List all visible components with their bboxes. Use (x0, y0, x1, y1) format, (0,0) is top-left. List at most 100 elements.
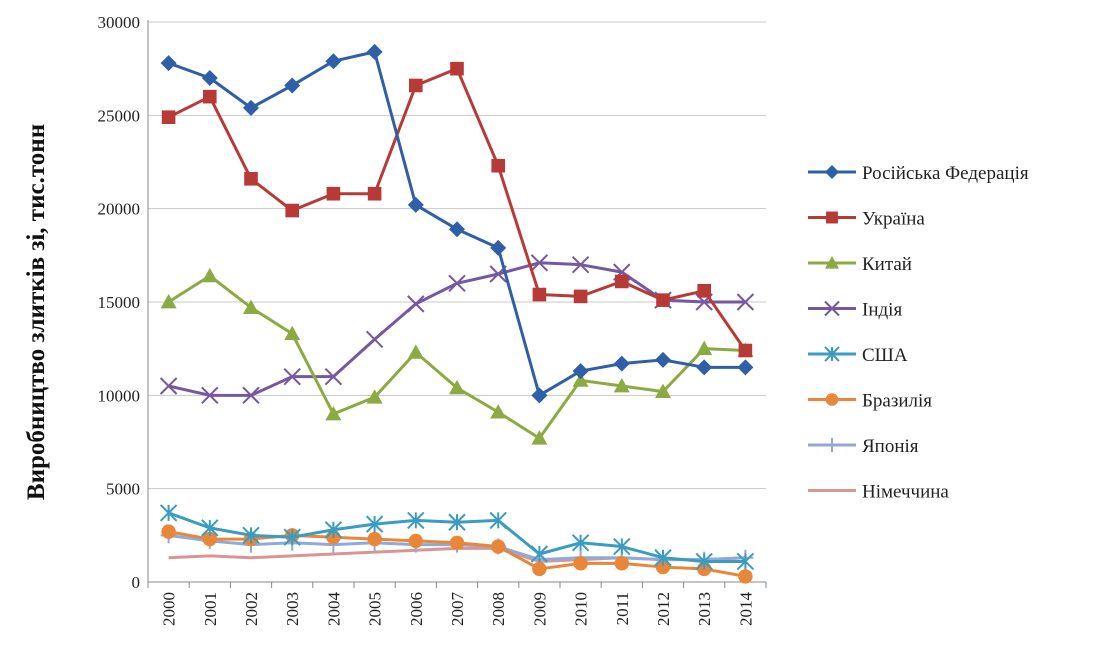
series-5 (161, 524, 753, 584)
x-tick-label: 2009 (530, 592, 549, 626)
data-point (408, 533, 423, 549)
data-point (407, 295, 425, 313)
x-tick-label: 2014 (736, 592, 755, 627)
data-point (284, 325, 301, 341)
data-point (530, 254, 549, 272)
data-point (244, 172, 258, 186)
data-point (490, 404, 507, 419)
data-point (201, 519, 219, 537)
data-point (203, 89, 217, 104)
data-point (201, 267, 218, 283)
legend-item: Бразилія (808, 391, 932, 412)
data-point (365, 515, 384, 533)
data-point (531, 387, 548, 404)
data-point (367, 531, 382, 547)
y-tick-label: 30000 (98, 13, 141, 32)
data-point (491, 158, 505, 173)
series-4 (159, 504, 755, 571)
x-tick-label: 2000 (160, 592, 179, 626)
data-point (491, 539, 506, 554)
data-point (243, 99, 259, 116)
legend-label: Китай (862, 254, 912, 275)
data-point (738, 569, 753, 584)
legend-marker (825, 393, 839, 406)
data-point (242, 386, 260, 405)
data-point (736, 552, 755, 571)
x-tick-label: 2008 (489, 592, 508, 626)
legend-label: США (862, 345, 908, 366)
y-tick-label: 5000 (106, 480, 140, 499)
data-point (366, 389, 383, 404)
data-point (489, 511, 507, 530)
data-point (531, 430, 548, 445)
data-point (654, 549, 672, 567)
data-point (573, 556, 588, 571)
series-1 (161, 61, 753, 358)
data-point (696, 340, 713, 356)
data-point (159, 504, 178, 522)
legend-item: Японія (808, 436, 919, 457)
x-tick-label: 2005 (366, 592, 385, 626)
x-tick-label: 2006 (407, 592, 426, 626)
data-point (697, 284, 711, 298)
data-point (696, 359, 713, 376)
data-point (613, 355, 630, 372)
grid (148, 21, 766, 490)
x-tick-label: 2001 (201, 592, 220, 626)
x-tick-label: 2004 (324, 592, 343, 627)
data-point (324, 367, 343, 386)
data-point (449, 221, 465, 238)
legend-label: Німеччина (862, 482, 949, 503)
legend-item: США (808, 345, 908, 366)
legend-label: Російська Федерація (862, 163, 1029, 184)
data-point (449, 535, 465, 550)
data-point (656, 293, 670, 307)
data-point (655, 383, 671, 398)
y-tick-label: 25000 (98, 106, 141, 125)
data-point (284, 77, 301, 94)
data-point (614, 556, 629, 571)
legend-label: Японія (862, 436, 919, 457)
data-point (366, 43, 383, 60)
data-point (572, 372, 589, 387)
legend-marker (826, 211, 838, 224)
data-point (283, 528, 301, 546)
data-point (655, 351, 671, 368)
data-point (407, 511, 425, 530)
series-0 (160, 43, 754, 404)
data-point (159, 377, 178, 395)
legend-marker (825, 165, 839, 179)
legend-item: Китай (808, 254, 912, 275)
y-tick-label: 15000 (98, 293, 141, 312)
data-point (573, 289, 588, 304)
data-point (326, 186, 341, 201)
data-point (202, 531, 217, 547)
data-point (324, 521, 343, 539)
data-point (613, 378, 630, 393)
data-point (490, 239, 507, 256)
data-point (242, 526, 260, 545)
data-point (613, 537, 631, 556)
data-point (161, 110, 176, 124)
data-point (532, 287, 547, 302)
data-point (325, 406, 342, 421)
y-tick-label: 10000 (98, 386, 141, 405)
legend-marker (825, 256, 839, 269)
data-point (161, 524, 176, 539)
legend-item: Російська Федерація (808, 163, 1029, 184)
data-point (449, 379, 465, 395)
data-point (572, 363, 589, 380)
series-group (159, 43, 755, 584)
data-point (571, 255, 590, 274)
x-tick-label: 2013 (695, 592, 714, 626)
series-3 (159, 254, 755, 405)
data-point (530, 545, 549, 563)
data-point (615, 274, 629, 289)
data-point (367, 186, 382, 201)
data-point (738, 343, 753, 358)
x-tick-label: 2010 (572, 592, 591, 626)
x-tick-label: 2002 (242, 592, 261, 626)
data-point (201, 70, 218, 86)
legend-label: Україна (862, 209, 925, 230)
x-tick-label: 2007 (448, 592, 467, 627)
